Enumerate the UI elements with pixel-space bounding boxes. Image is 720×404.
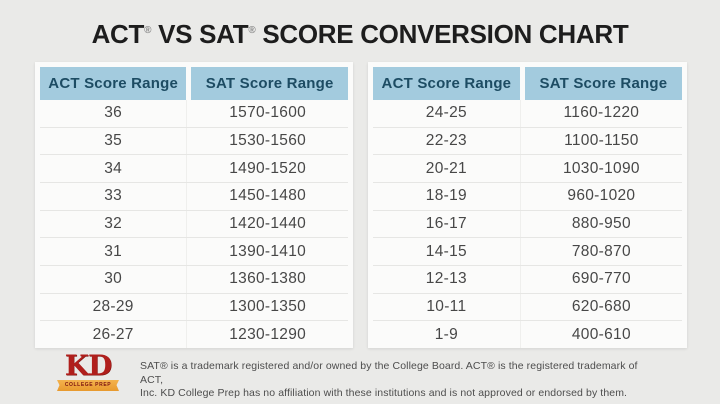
- logo-letters: KD: [64, 349, 113, 382]
- table-body: 24-25 1160-1220 22-23 1100-1150 20-21 1030-10…: [373, 100, 682, 349]
- table-row: 20-21 1030-1090: [373, 155, 682, 184]
- registered-trademark-symbol: ®: [144, 25, 152, 36]
- sat-range-cell: 1300-1350: [186, 293, 348, 321]
- act-range-cell: 18-19: [425, 187, 467, 205]
- act-range-cell: 24-25: [425, 104, 467, 122]
- disclaimer-line-2: Inc. KD College Prep has no affiliation …: [140, 387, 628, 399]
- logo-ribbon-banner: COLLEGE PREP: [57, 379, 119, 391]
- sat-range-cell: 620-680: [519, 293, 682, 321]
- act-range-cell: 32: [104, 215, 123, 233]
- title-text-tail: SCORE CONVERSION CHART: [255, 19, 629, 49]
- sat-range-cell: 1570-1600: [186, 100, 348, 127]
- table-row: 10-11 620-680: [373, 293, 682, 322]
- act-range-cell: 28-29: [92, 298, 134, 316]
- table-row: 22-23 1100-1150: [373, 127, 682, 156]
- column-header-act-score-range: ACT Score Range: [373, 67, 520, 100]
- act-range-cell: 12-13: [425, 270, 467, 288]
- conversion-table-lower-scores: ACT Score Range SAT Score Range 24-25 116…: [368, 62, 687, 349]
- sat-range-cell: 1490-1520: [186, 155, 348, 183]
- table-row: 35 1530-1560: [40, 127, 348, 156]
- column-header-sat-score-range: SAT Score Range: [524, 67, 682, 100]
- table-row: 14-15 780-870: [373, 238, 682, 267]
- act-range-cell: 16-17: [425, 215, 467, 233]
- column-header-sat-score-range: SAT Score Range: [191, 67, 348, 100]
- table-row: 12-13 690-770: [373, 266, 682, 294]
- sat-range-cell: 1100-1150: [519, 127, 682, 155]
- act-range-cell: 14-15: [425, 242, 467, 260]
- page-title: ACT® VS SAT® SCORE CONVERSION CHART: [0, 19, 720, 50]
- kd-college-prep-logo: KD COLLEGE PREP: [56, 352, 120, 398]
- act-range-cell: 26-27: [92, 325, 134, 343]
- trademark-disclaimer: SAT® is a trademark registered and/or ow…: [140, 360, 640, 401]
- sat-range-cell: 880-950: [519, 210, 682, 238]
- act-range-cell: 35: [104, 132, 123, 149]
- table-row: 1-9 400-610: [373, 321, 682, 349]
- title-text-act: ACT: [91, 19, 145, 49]
- registered-trademark-symbol: ®: [248, 25, 256, 36]
- table-row: 36 1570-1600: [40, 100, 348, 128]
- sat-range-cell: 1390-1410: [186, 238, 348, 266]
- act-range-cell: 22-23: [425, 132, 467, 149]
- table-row: 32 1420-1440: [40, 210, 348, 239]
- sat-range-cell: 1450-1480: [186, 183, 348, 210]
- sat-range-cell: 1030-1090: [519, 155, 682, 183]
- conversion-table-upper-scores: ACT Score Range SAT Score Range 36 1570-1…: [35, 62, 353, 349]
- act-range-cell: 33: [104, 187, 123, 205]
- act-range-cell: 10-11: [426, 298, 467, 316]
- table-row: 28-29 1300-1350: [40, 293, 348, 322]
- footer: KD COLLEGE PREP SAT® is a trademark regi…: [0, 348, 720, 404]
- sat-range-cell: 1530-1560: [186, 127, 348, 155]
- table-header-row: ACT Score Range SAT Score Range: [373, 67, 682, 100]
- act-range-cell: 20-21: [425, 159, 467, 177]
- sat-range-cell: 1230-1290: [186, 321, 348, 349]
- table-body: 36 1570-1600 35 1530-1560 34 1490-1520 33 1450-…: [40, 100, 348, 349]
- act-range-cell: 34: [104, 159, 123, 177]
- column-header-act-score-range: ACT Score Range: [40, 67, 187, 100]
- act-range-cell: 1-9: [434, 325, 459, 343]
- sat-range-cell: 960-1020: [519, 183, 682, 210]
- disclaimer-line-1: SAT® is a trademark registered and/or ow…: [140, 360, 638, 386]
- sat-range-cell: 1420-1440: [186, 210, 348, 238]
- sat-range-cell: 780-870: [519, 238, 682, 266]
- act-range-cell: 31: [104, 242, 123, 260]
- table-row: 34 1490-1520: [40, 155, 348, 184]
- table-header-row: ACT Score Range SAT Score Range: [40, 67, 348, 100]
- table-row: 33 1450-1480: [40, 183, 348, 211]
- act-range-cell: 30: [104, 270, 123, 288]
- sat-range-cell: 690-770: [519, 266, 682, 293]
- table-row: 24-25 1160-1220: [373, 100, 682, 128]
- title-text-vs-sat: VS SAT: [151, 19, 249, 49]
- act-range-cell: 36: [104, 104, 123, 122]
- sat-range-cell: 400-610: [519, 321, 682, 349]
- table-row: 31 1390-1410: [40, 238, 348, 267]
- table-row: 26-27 1230-1290: [40, 321, 348, 349]
- table-row: 30 1360-1380: [40, 266, 348, 294]
- table-row: 18-19 960-1020: [373, 183, 682, 211]
- table-row: 16-17 880-950: [373, 210, 682, 239]
- sat-range-cell: 1160-1220: [519, 100, 682, 127]
- sat-range-cell: 1360-1380: [186, 266, 348, 293]
